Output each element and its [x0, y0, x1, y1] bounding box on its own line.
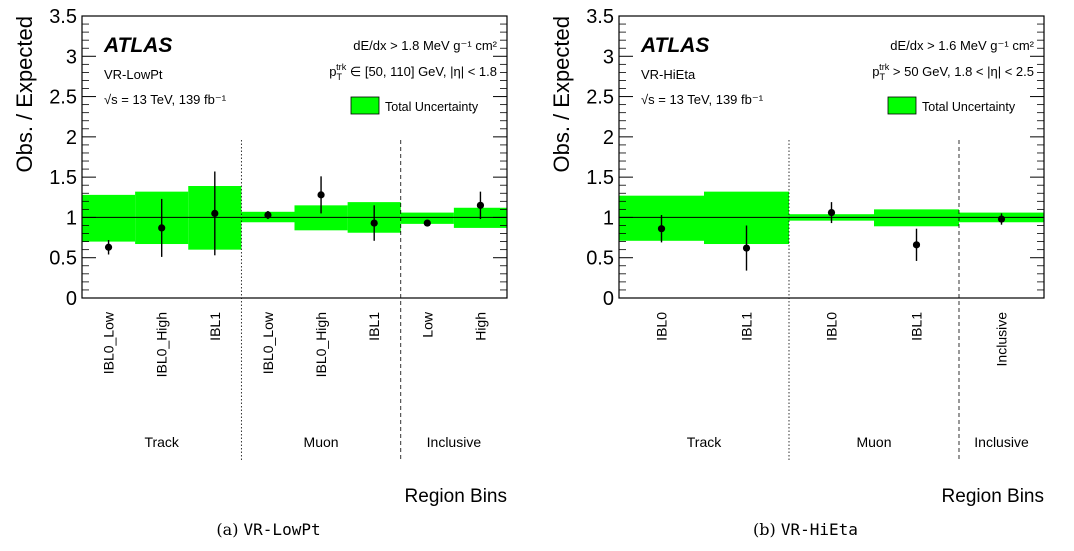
y-tick-label: 0: [603, 288, 614, 310]
selection-line-1: dE/dx > 1.6 MeV g⁻¹ cm²: [890, 38, 1034, 53]
data-point: [264, 211, 272, 219]
caption-name: VR-HiEta: [780, 520, 858, 539]
selection-line-2: pTtrk > 50 GeV, 1.8 < |η| < 2.5: [872, 62, 1034, 82]
chart-vr-hieta: Track Muon Inclusive 0 0.5 1 1.5 2 2.5 3 3.5 Obs. /…: [549, 6, 1045, 507]
y-tick-label: 1.5: [586, 167, 614, 189]
caption-vr-lowpt: (a) VR-LowPt: [0, 520, 537, 539]
y-tick-label: 2.5: [49, 87, 77, 109]
chart-vr-lowpt: Track Muon Inclusive 0 0.5 1 1.5 2 2.5 3 3.5 Obs. /…: [12, 6, 508, 507]
uncertainty-band: [400, 212, 454, 224]
caption-label: (b): [753, 520, 776, 539]
y-axis-label: Obs. / Expected: [549, 16, 574, 173]
category-label: IBL1: [909, 312, 925, 341]
y-tick-label: 0.5: [586, 248, 614, 270]
category-label: IBL0_High: [154, 312, 170, 377]
y-tick-label: 2: [66, 127, 77, 149]
y-tick-label: 3.5: [49, 6, 77, 28]
category-label: Low: [419, 311, 435, 338]
legend-label: Total Uncertainty: [922, 100, 1016, 114]
y-tick-label: 3: [603, 46, 614, 68]
region-label: VR-HiEta: [641, 67, 696, 82]
chart-panel-vr-lowpt: Track Muon Inclusive 0 0.5 1 1.5 2 2.5 3 3.5 Obs. /…: [0, 6, 537, 539]
region-label: VR-LowPt: [104, 67, 163, 82]
y-tick-label: 3: [66, 46, 77, 68]
data-point: [997, 215, 1006, 223]
y-axis-label: Obs. / Expected: [12, 16, 37, 173]
y-tick-label: 3.5: [586, 6, 614, 28]
group-label: Inclusive: [974, 434, 1029, 450]
category-label: IBL0_Low: [101, 311, 117, 374]
y-tick-label: 1: [603, 207, 614, 229]
group-label: Inclusive: [427, 434, 482, 450]
data-point: [423, 219, 431, 227]
category-label: IBL0: [824, 312, 840, 341]
y-tick-label: 0: [66, 288, 77, 310]
y-tick-label: 1: [66, 207, 77, 229]
y-tick-label: 2: [603, 127, 614, 149]
energy-label: √s = 13 TeV, 139 fb⁻¹: [104, 92, 227, 107]
atlas-label: ATLAS: [640, 34, 709, 57]
data-point: [912, 241, 921, 249]
data-point: [370, 219, 378, 227]
data-point: [742, 244, 751, 252]
legend-swatch: [350, 96, 380, 115]
group-label: Muon: [304, 434, 339, 450]
data-point: [317, 191, 325, 199]
plot-frame: [618, 15, 1045, 299]
caption-label: (a): [216, 520, 239, 539]
atlas-label: ATLAS: [103, 34, 172, 57]
category-label: IBL0: [654, 312, 670, 341]
data-point: [476, 201, 485, 209]
plot-frame: [81, 15, 508, 299]
x-axis-label: Region Bins: [942, 486, 1044, 507]
energy-label: √s = 13 TeV, 139 fb⁻¹: [641, 92, 764, 107]
uncertainty-band: [82, 194, 136, 242]
y-tick-label: 1.5: [49, 167, 77, 189]
category-label: High: [472, 312, 488, 341]
data-point: [104, 243, 113, 251]
category-label: IBL0_Low: [260, 311, 276, 374]
group-label: Track: [687, 434, 722, 450]
data-point: [211, 209, 219, 217]
legend-swatch: [887, 96, 917, 115]
y-tick-label: 2.5: [586, 87, 614, 109]
selection-line-1: dE/dx > 1.8 MeV g⁻¹ cm²: [353, 38, 497, 53]
category-label: IBL1: [739, 312, 755, 341]
data-point: [657, 225, 666, 233]
category-label: IBL1: [207, 312, 223, 341]
group-label: Track: [144, 434, 179, 450]
category-label: IBL0_High: [313, 312, 329, 377]
x-axis-label: Region Bins: [405, 486, 507, 507]
caption-name: VR-LowPt: [243, 520, 321, 539]
category-label: Inclusive: [994, 312, 1010, 367]
chart-panel-vr-hieta: Track Muon Inclusive 0 0.5 1 1.5 2 2.5 3 3.5 Obs. /…: [537, 0, 1074, 551]
data-point: [158, 224, 166, 232]
caption-vr-hieta: (b) VR-HiEta: [537, 520, 1074, 539]
y-tick-label: 0.5: [49, 248, 77, 270]
data-point: [827, 208, 836, 217]
legend-label: Total Uncertainty: [385, 100, 479, 114]
category-label: IBL1: [366, 312, 382, 341]
group-label: Muon: [856, 434, 891, 450]
selection-line-2: pTtrk ∈ [50, 110] GeV, |η| < 1.8: [329, 62, 497, 82]
